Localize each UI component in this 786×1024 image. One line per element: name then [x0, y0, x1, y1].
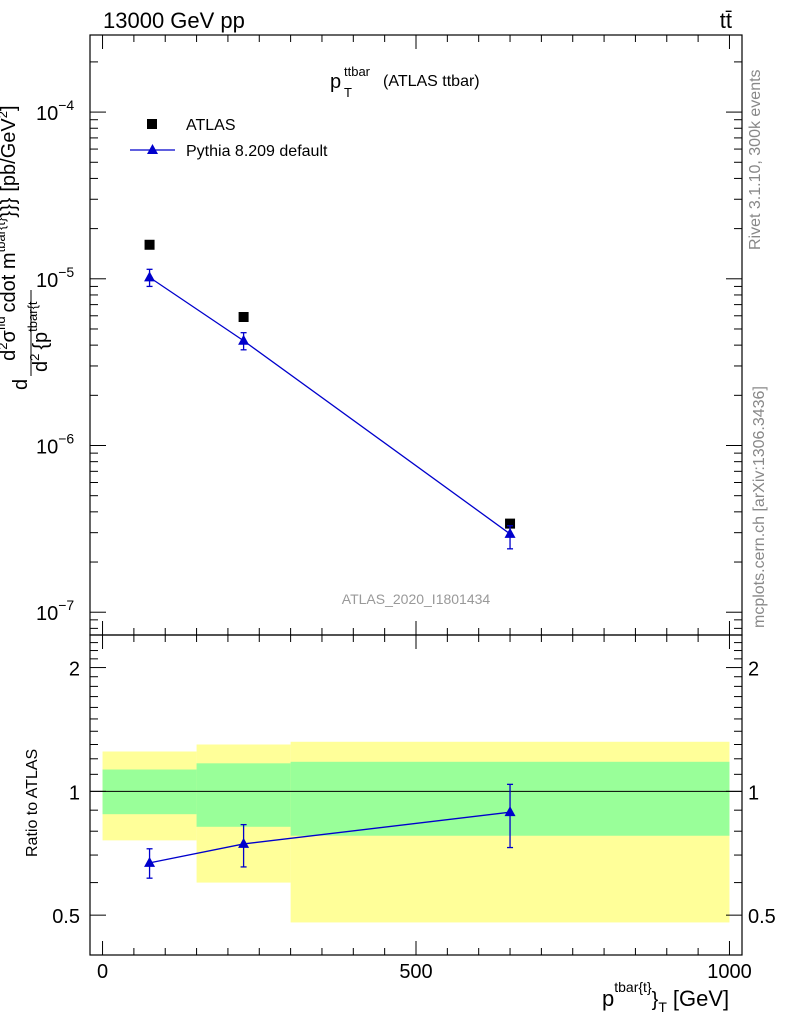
legend-atlas-marker	[147, 119, 157, 129]
main-ylabel: dd2σfidcdot mtbar{t}}}}[pb/GeV2] d2{ptba…	[0, 105, 52, 390]
ratio-y-tick-label-left: 0.5	[52, 906, 80, 928]
main-y-tick-label: 10−7	[36, 597, 74, 625]
header-right: tt̄	[720, 8, 732, 33]
ratio-pythia-point	[238, 837, 250, 848]
legend-pythia-marker	[147, 144, 158, 154]
rivet-label: Rivet 3.1.10, 300k events	[747, 69, 764, 250]
ratio-band-inner	[102, 769, 197, 815]
plot-title-sub: T	[344, 85, 352, 100]
x-tick-label: 0	[97, 961, 108, 983]
ratio-y-tick-label-left: 2	[69, 659, 80, 681]
legend-pythia-label: Pythia 8.209 default	[186, 143, 328, 160]
plot-title: p	[330, 71, 341, 93]
ratio-pythia-point	[144, 856, 156, 867]
x-tick-label: 1000	[707, 961, 752, 983]
ratio-pythia-point	[504, 806, 516, 817]
plot-title-rest: (ATLAS ttbar)	[383, 73, 480, 90]
ratio-bands	[102, 741, 730, 923]
header-left: 13000 GeV pp	[103, 8, 245, 33]
mcplots-label: mcplots.cern.ch [arXiv:1306.3436]	[751, 386, 768, 628]
main-plot-marks	[144, 239, 516, 550]
plot-title-sup: ttbar	[344, 64, 371, 79]
pythia-data-point	[504, 527, 516, 538]
atlas-data-point	[505, 518, 516, 529]
legend-atlas-label: ATLAS	[186, 117, 236, 134]
main-y-tick-label: 10−4	[36, 97, 74, 125]
ratio-y-tick-label-right: 2	[748, 659, 759, 681]
x-tick-label: 500	[399, 961, 432, 983]
svg-text:d2{ptbar{t: d2{ptbar{t	[25, 301, 52, 372]
pythia-data-point	[238, 334, 250, 345]
main-y-tick-label: 10−5	[36, 264, 74, 292]
ratio-ylabel: Ratio to ATLAS	[24, 749, 41, 857]
plot-title-p: p	[330, 71, 341, 93]
xaxis-label: ptbar{t}}T [GeV]	[602, 979, 729, 1015]
pythia-line	[149, 276, 511, 535]
atlas-data-point	[238, 311, 249, 322]
atlas-data-point	[144, 239, 155, 250]
ratio-y-tick-label-right: 1	[748, 782, 759, 804]
ratio-y-tick-label-left: 1	[69, 782, 80, 804]
svg-text:dd2σfidcdot mtbar{t}}}}[pb/GeV: dd2σfidcdot mtbar{t}}}}[pb/GeV2]	[0, 105, 32, 390]
main-y-tick-label: 10−6	[36, 431, 74, 459]
pythia-data-point	[144, 271, 156, 282]
ratio-y-tick-label-right: 0.5	[748, 906, 776, 928]
ratio-band-inner	[196, 763, 291, 827]
analysis-watermark: ATLAS_2020_I1801434	[342, 591, 491, 607]
ratio-plot-marks	[144, 783, 516, 879]
axis-ticks: 0 500 1000 10−4 10−5 10−6 10−7 0.5 1 2 0.5 1 2	[36, 35, 776, 983]
